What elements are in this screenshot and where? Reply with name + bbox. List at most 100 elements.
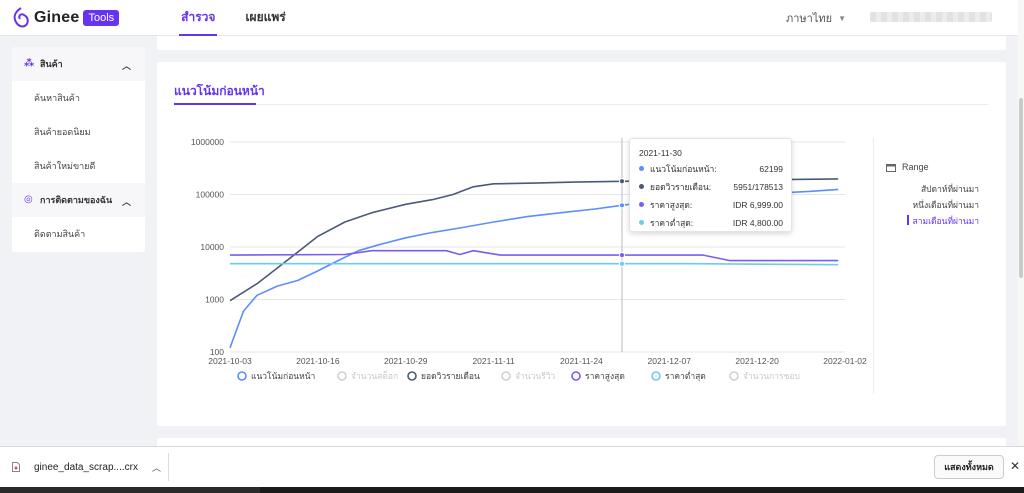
- range-option-last-month[interactable]: หนึ่งเดือนที่ผ่านมา: [912, 200, 979, 210]
- sidebar-group-label: สินค้า: [40, 59, 63, 69]
- legend-item[interactable]: จำนวนรีวิว: [501, 371, 555, 381]
- page-scrollbar[interactable]: [1018, 0, 1024, 446]
- logo-badge: Tools: [83, 9, 120, 26]
- card-divider: [174, 104, 988, 105]
- legend-label: แนวโน้มก่อนหน้า: [251, 371, 315, 381]
- language-label: ภาษาไทย: [785, 13, 833, 25]
- card-title-underline: [174, 103, 256, 105]
- chevron-up-icon[interactable]: ︿: [151, 462, 161, 473]
- y-tick-label: 100000: [196, 190, 225, 200]
- legend-label: จำนวนรีวิว: [515, 371, 555, 381]
- legend-item[interactable]: จำนวนสต็อก: [337, 370, 398, 381]
- next-card: [157, 438, 1006, 448]
- legend-label: ราคาสูงสุด: [585, 371, 625, 382]
- y-tick-label: 10000: [200, 242, 224, 252]
- series-dot-icon: [639, 166, 644, 171]
- legend-marker: [729, 371, 739, 381]
- calendar-icon: [886, 163, 896, 172]
- range-panel: Range สัปดาห์ที่ผ่านมา หนึ่งเดือนที่ผ่าน…: [873, 138, 993, 394]
- sidebar-group-products[interactable]: ⁂ สินค้า ︿: [12, 47, 145, 81]
- chevron-up-icon: ︿: [121, 197, 131, 207]
- chevron-down-icon: ▼: [838, 13, 846, 23]
- taskbar: [0, 487, 1024, 493]
- y-tick-label: 100: [210, 347, 224, 357]
- y-tick-label: 1000: [205, 295, 224, 305]
- x-tick-label: 2021-11-11: [472, 356, 514, 366]
- legend-label: จำนวนสต็อก: [351, 370, 398, 381]
- scroll-thumb[interactable]: [1019, 98, 1023, 278]
- logo[interactable]: Ginee Tools: [12, 6, 120, 29]
- legend-item[interactable]: แนวโน้มก่อนหน้า: [237, 371, 315, 381]
- range-title: Range: [886, 162, 929, 172]
- download-bar: ginee_data_scrap....crx ︿ แสดงทั้งหมด ✕: [0, 446, 1024, 487]
- taskbar-segment: [0, 487, 260, 493]
- download-filename: ginee_data_scrap....crx: [34, 461, 138, 473]
- hover-point: [618, 260, 626, 267]
- x-tick-label: 2021-10-16: [296, 356, 340, 366]
- tooltip-row: แนวโน้มก่อนหน้า: 62199: [639, 163, 783, 174]
- top-bar: Ginee Tools สำรวจ เผยแพร่ ภาษาไทย ▼: [0, 0, 1018, 36]
- main-nav: สำรวจ เผยแพร่: [179, 0, 314, 36]
- tooltip-value: IDR 4,800.00: [732, 217, 783, 228]
- legend-label: ยอดวิวรายเดือน: [421, 371, 480, 381]
- language-select[interactable]: ภาษาไทย ▼: [786, 0, 846, 36]
- tooltip-row: ยอดวิวรายเดือน: 5951/178513: [639, 181, 783, 192]
- legend-label: ราคาต่ำสุด: [665, 370, 706, 382]
- tooltip-value: 5951/178513: [733, 181, 783, 192]
- x-tick-label: 2021-10-29: [384, 356, 428, 366]
- tooltip-label: แนวโน้มก่อนหน้า:: [650, 163, 717, 174]
- hover-point: [618, 178, 626, 185]
- range-option-last-week[interactable]: สัปดาห์ที่ผ่านมา: [920, 184, 979, 194]
- target-icon: ◎: [24, 194, 33, 205]
- x-tick-label: 2022-01-02: [823, 356, 867, 366]
- sidebar-item-search-products[interactable]: ค้นหาสินค้า: [12, 81, 145, 115]
- sidebar-item-popular-products[interactable]: สินค้ายอดนิยม: [12, 115, 145, 149]
- divider: [168, 453, 169, 481]
- x-tick-label: 2021-12-20: [735, 356, 779, 366]
- legend-marker: [407, 371, 417, 381]
- tooltip-date: 2021-11-30: [639, 148, 682, 158]
- y-tick-label: 1000000: [191, 137, 224, 147]
- sidebar-group-my-tracking[interactable]: ◎ การติดตามของฉัน ︿: [12, 183, 145, 217]
- legend-item[interactable]: จำนวนการชอบ: [729, 371, 800, 381]
- tab-publish[interactable]: เผยแพร่: [245, 10, 286, 24]
- range-title-text: Range: [902, 162, 929, 172]
- card-title[interactable]: แนวโน้มก่อนหน้า: [174, 84, 265, 98]
- chart-tooltip: 2021-11-30 แนวโน้มก่อนหน้า: 62199 ยอดวิว…: [629, 138, 792, 232]
- hover-point: [618, 202, 626, 209]
- show-all-button[interactable]: แสดงทั้งหมด: [934, 455, 1004, 479]
- tooltip-value: 62199: [759, 163, 783, 174]
- legend-item[interactable]: ราคาสูงสุด: [571, 371, 625, 382]
- series-line: [229, 249, 839, 262]
- sidebar-item-track-products[interactable]: ติดตามสินค้า: [12, 217, 145, 251]
- close-icon[interactable]: ✕: [1010, 459, 1021, 473]
- download-item[interactable]: ginee_data_scrap....crx ︿: [12, 457, 161, 477]
- legend-marker: [237, 371, 247, 381]
- legend-item[interactable]: ยอดวิวรายเดือน: [407, 371, 480, 381]
- sidebar: ⁂ สินค้า ︿ ค้นหาสินค้า สินค้ายอดนิยม สิน…: [12, 47, 145, 252]
- legend-marker: [337, 371, 347, 381]
- series-dot-icon: [639, 202, 644, 207]
- tab-explore[interactable]: สำรวจ: [179, 0, 218, 36]
- tooltip-row: ราคาต่ำสุด: IDR 4,800.00: [639, 217, 783, 228]
- ginee-logo-icon: [13, 6, 29, 27]
- tooltip-value: IDR 6,999.00: [732, 199, 783, 210]
- series-line: [230, 262, 839, 266]
- legend-item[interactable]: ราคาต่ำสุด: [651, 370, 706, 382]
- account-info-blurred[interactable]: [870, 12, 992, 22]
- sidebar-item-new-bestsellers[interactable]: สินค้าใหม่ขายดี: [12, 149, 145, 183]
- series-dot-icon: [639, 220, 644, 225]
- hover-point: [618, 252, 626, 259]
- tooltip-label: ยอดวิวรายเดือน:: [650, 181, 712, 192]
- x-tick-label: 2021-10-03: [208, 356, 252, 366]
- x-tick-label: 2021-12-07: [648, 356, 692, 366]
- sidebar-group-label: การติดตามของฉัน: [40, 195, 113, 205]
- tooltip-label: ราคาสูงสุด:: [650, 199, 693, 210]
- file-icon: [12, 462, 20, 472]
- previous-card: [157, 36, 1006, 50]
- range-option-last-three-months[interactable]: สามเดือนที่ผ่านมา: [906, 214, 979, 228]
- x-tick-label: 2021-11-24: [560, 356, 603, 366]
- tooltip-row: ราคาสูงสุด: IDR 6,999.00: [639, 199, 783, 210]
- legend-label: จำนวนการชอบ: [743, 371, 800, 381]
- box-icon: ⁂: [24, 58, 35, 69]
